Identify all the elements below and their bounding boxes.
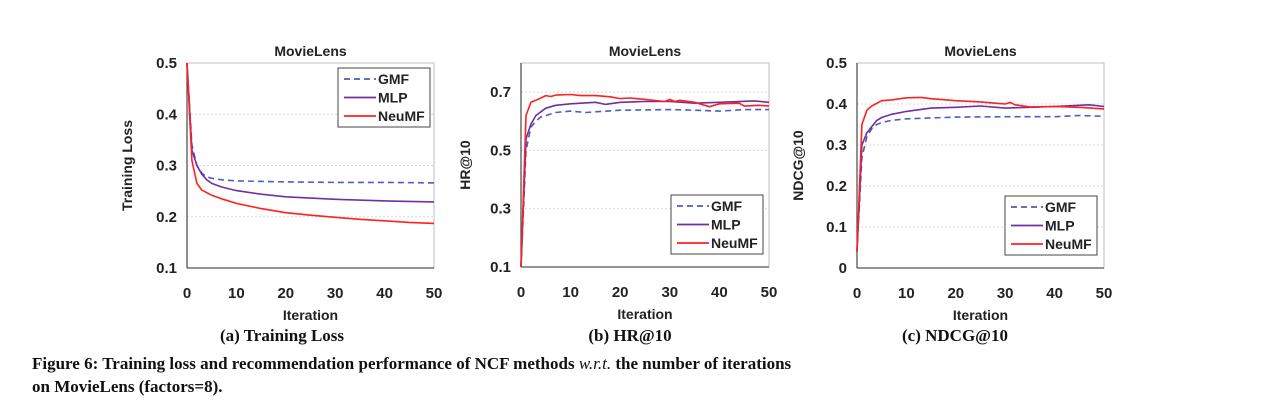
x-tick-label: 0 [517,284,525,301]
x-tick-label: 0 [853,285,861,302]
chart-title: MovieLens [609,43,682,59]
y-axis-label: HR@10 [457,140,473,190]
chart-1: 0.1 0.2 0.3 0.4 0.5 0 10 20 30 40 50 MovieLens Itera… [119,43,442,323]
x-tick-label: 40 [1046,285,1063,302]
x-axis-label: Iteration [283,307,338,323]
x-tick-label: 10 [898,285,915,302]
legend-label: MLP [378,90,408,106]
series-line-gmf [856,114,1105,252]
y-tick-label: 0.1 [490,259,511,276]
x-tick-label: 40 [376,285,393,302]
x-tick-label: 30 [661,284,678,301]
x-tick-label: 50 [426,285,443,302]
caption-italic: w.r.t. [578,354,612,373]
y-tick-label: 0.1 [826,219,847,236]
series-line-neumf [186,62,435,225]
y-tick-label: 0.2 [156,209,177,226]
y-tick-label: 0.5 [156,55,177,72]
x-tick-label: 20 [277,285,294,302]
x-tick-label: 30 [327,285,344,302]
x-axis-label: Iteration [617,306,672,322]
chart-title: MovieLens [944,43,1017,59]
x-tick-label: 50 [761,284,778,301]
series-line-mlp [520,100,770,268]
legend: GMF MLP NeuMF [670,194,764,255]
legend: GMF MLP NeuMF [1004,195,1098,256]
y-tick-label: 0.5 [826,55,847,72]
x-tick-label: 30 [997,285,1014,302]
y-axis-label: NDCG@10 [790,130,806,201]
y-tick-label: 0.3 [490,201,511,218]
figure-caption-line2: on MovieLens (factors=8). [32,377,223,396]
y-tick-label: 0.5 [490,142,511,159]
series-line-gmf [186,62,435,184]
y-tick-label: 0.7 [490,84,511,101]
legend-label: GMF [711,198,743,214]
y-tick-label: 0.4 [826,96,848,113]
x-tick-label: 20 [612,284,629,301]
subcaption-a: (a) Training Loss [219,326,345,345]
legend-label: MLP [1045,218,1075,234]
x-tick-label: 10 [228,285,245,302]
legend-label: GMF [378,71,410,87]
x-tick-label: 20 [947,285,964,302]
series-line-gmf [520,108,769,268]
legend-label: NeuMF [1045,236,1092,252]
series-line-neumf [856,96,1105,252]
chart-title: MovieLens [274,43,347,59]
x-tick-label: 50 [1096,285,1113,302]
chart-3: 0 0.1 0.2 0.3 0.4 0.5 0 10 20 30 40 50 MovieLens Iter… [790,43,1112,323]
y-axis-label: Training Loss [119,120,135,211]
series-line-neumf [520,93,770,268]
subcaption-c: (c) NDCG@10 [902,326,1008,345]
legend-label: NeuMF [711,235,758,251]
caption-text-cont: the number of iterations [611,354,792,373]
y-tick-label: 0.2 [826,178,847,195]
series-line-mlp [186,62,435,203]
caption-text: Figure 6: Training loss and recommendati… [32,354,579,373]
legend-label: MLP [711,217,741,233]
figure-caption-line1: Figure 6: Training loss and recommendati… [32,354,791,374]
legend-label: GMF [1045,199,1077,215]
y-tick-label: 0 [839,260,847,277]
y-tick-label: 0.3 [156,158,177,175]
x-tick-label: 0 [183,285,191,302]
x-tick-label: 10 [562,284,579,301]
chart-2: 0.1 0.3 0.5 0.7 0 10 20 30 40 50 MovieLens Iteratio… [457,43,777,322]
subcaption-b: (b) HR@10 [588,326,672,345]
x-axis-label: Iteration [953,307,1008,323]
y-tick-label: 0.3 [826,137,847,154]
legend-label: NeuMF [378,108,425,124]
y-tick-label: 0.4 [156,106,178,123]
legend: GMF MLP NeuMF [337,67,431,128]
x-tick-label: 40 [711,284,728,301]
y-tick-label: 0.1 [156,260,177,277]
